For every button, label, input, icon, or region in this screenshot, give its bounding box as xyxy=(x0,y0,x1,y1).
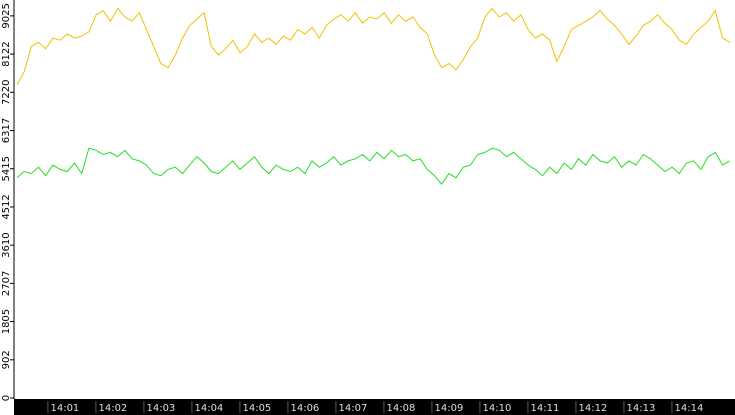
x-tick-label: 14:13 xyxy=(627,403,656,414)
y-tick-label: 1805 xyxy=(1,309,12,334)
y-tick-label: 2707 xyxy=(1,271,12,296)
x-tick-label: 14:07 xyxy=(338,403,367,414)
x-axis-band xyxy=(14,399,735,415)
x-tick-label: 14:05 xyxy=(242,403,271,414)
y-tick-label: 3610 xyxy=(1,232,12,257)
x-tick-label: 14:01 xyxy=(50,403,79,414)
y-tick-label: 6317 xyxy=(1,118,12,143)
y-tick-label: 8122 xyxy=(1,41,12,66)
y-tick-label: 0 xyxy=(1,395,12,401)
x-tick-label: 14:06 xyxy=(290,403,319,414)
y-tick-label: 4512 xyxy=(1,194,12,219)
x-tick-label: 14:02 xyxy=(98,403,127,414)
x-tick-label: 14:08 xyxy=(386,403,415,414)
y-tick-label: 902 xyxy=(1,350,12,369)
y-tick-label: 7220 xyxy=(1,80,12,105)
x-tick-label: 14:12 xyxy=(578,403,607,414)
x-tick-label: 14:09 xyxy=(434,403,463,414)
y-tick-label: 9025 xyxy=(1,3,12,28)
y-tick-label: 5415 xyxy=(1,156,12,181)
x-tick-label: 14:10 xyxy=(482,403,511,414)
x-tick-label: 14:14 xyxy=(675,403,704,414)
series-line xyxy=(16,7,730,85)
series-line xyxy=(16,147,730,186)
x-tick-label: 14:11 xyxy=(530,403,559,414)
x-tick-label: 14:04 xyxy=(194,403,223,414)
x-tick-label: 14:03 xyxy=(146,403,175,414)
